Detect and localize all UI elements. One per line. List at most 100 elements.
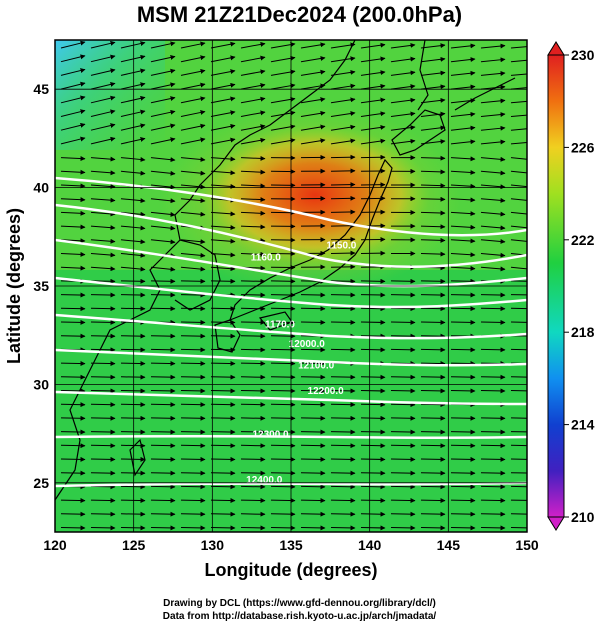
wind-arrow [450,525,476,531]
wind-arrow [390,443,416,449]
wind-arrow [210,183,236,189]
wind-arrow [150,82,176,90]
wind-arrow [180,82,206,90]
wind-arrow [300,429,326,435]
wind-arrow [300,511,326,517]
wind-arrow [240,511,266,517]
wind-arrow [510,458,527,460]
wind-arrow [480,470,506,476]
wind-arrow [240,96,266,104]
contour-label: 12000.0 [289,339,326,350]
wind-arrow [120,157,146,162]
wind-arrow [390,319,416,325]
wind-arrow [300,415,326,421]
wind-arrow [360,83,386,90]
wind-arrow [90,347,116,353]
wind-arrow [90,292,116,298]
wind-arrow [360,470,386,476]
wind-arrow [390,111,416,117]
wind-arrow [300,374,326,380]
colorbar-tick-label: 218 [571,324,595,340]
wind-arrow [90,156,116,162]
wind-arrow [210,69,236,76]
wind-arrow [450,43,476,49]
wind-arrow [450,415,476,421]
wind-arrow [390,306,416,312]
wind-vectors [60,40,527,531]
wind-arrow [510,527,527,529]
wind-arrow [180,456,206,462]
y-tick-label: 45 [33,81,49,97]
wind-arrow [240,124,266,131]
x-tick-label: 125 [122,537,146,553]
contour-label: 12100.0 [298,361,335,372]
wind-arrow [390,484,416,490]
cold-corner [55,40,165,150]
wind-arrow [90,238,116,244]
wind-arrow [360,56,386,63]
wind-arrow [90,498,116,504]
y-tick-label: 40 [33,180,49,196]
wind-arrow [420,525,446,531]
wind-arrow [360,278,386,284]
wind-arrow [480,197,506,203]
wind-arrow [180,198,206,204]
wind-arrow [510,73,527,76]
wind-arrow [120,443,146,449]
wind-arrow [360,456,386,462]
contour-line [55,348,527,367]
wind-arrow [210,41,236,49]
wind-arrow [150,278,176,284]
wind-arrow [120,68,146,76]
wind-arrow [150,347,176,353]
wind-arrow [240,525,266,531]
wind-arrow [510,46,527,49]
wind-arrow [450,84,476,90]
wind-arrow [240,137,266,145]
wind-arrow [420,319,446,325]
wind-arrow [390,333,416,339]
wind-arrow [180,429,206,435]
wind-arrow [450,470,476,476]
wind-arrow [300,347,326,353]
wind-arrow [90,82,116,90]
wind-arrow [150,429,176,435]
wind-arrow [210,123,236,131]
wind-arrow [150,498,176,504]
wind-arrow [390,402,416,408]
height-contours [55,176,527,488]
wind-arrow [480,525,506,531]
wind-arrow [150,443,176,449]
wind-arrow [180,415,206,421]
wind-arrow [510,417,527,419]
wind-arrow [240,456,266,462]
wind-arrow [120,306,146,312]
colorbar-gradient [547,54,565,518]
wind-arrow [420,56,446,63]
wind-arrow [420,237,446,243]
wind-arrow [450,374,476,380]
wind-arrow [360,388,386,394]
wind-arrow [210,484,236,490]
wind-arrow [360,347,386,353]
wind-arrow [210,470,236,476]
wind-arrow [240,443,266,449]
wind-arrow [420,456,446,462]
wind-arrow [450,111,476,117]
wind-arrow [210,110,236,117]
wind-arrow [390,138,416,145]
wind-arrow [450,292,476,298]
wind-arrow [330,347,356,353]
contour-line [55,313,527,340]
wind-arrow [210,415,236,421]
wind-arrow [510,307,527,310]
wind-arrow [300,124,326,131]
wind-arrow [60,251,86,257]
wind-arrow [180,402,206,408]
x-tick-label: 145 [437,537,461,553]
wind-arrow [120,415,146,421]
wind-arrow [90,429,116,435]
wind-arrow [450,238,476,244]
coastline-kyushu [214,319,241,353]
wind-arrow [60,511,86,517]
